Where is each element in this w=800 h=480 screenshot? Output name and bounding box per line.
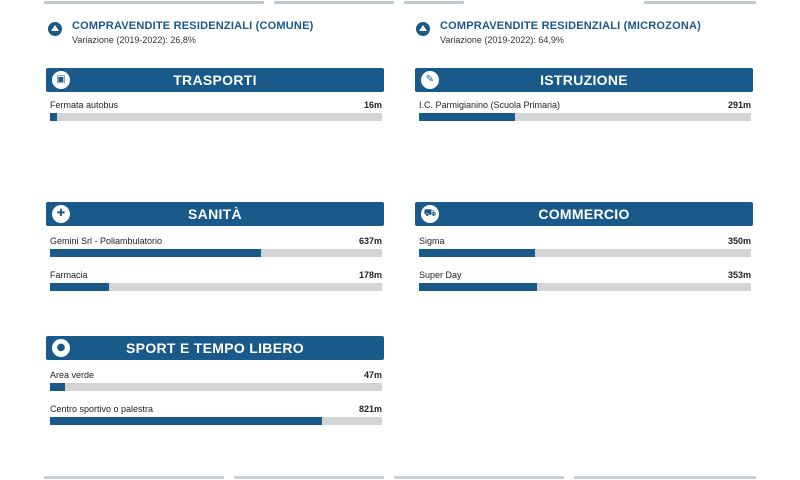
sales-microzona-variation: Variazione (2019-2022): 64,9% xyxy=(440,35,564,45)
card-header: ▣ TRASPORTI xyxy=(46,68,384,92)
school-icon: ✎ xyxy=(421,71,439,89)
list-item: Centro sportivo o palestra 821m xyxy=(50,404,382,434)
poi-name: I.C. Parmigianino (Scuola Primaria) xyxy=(419,100,561,110)
poi-distance: 16m xyxy=(363,100,382,110)
sport-icon: ● xyxy=(52,339,70,357)
distance-bar xyxy=(50,417,382,425)
distance-bar xyxy=(419,113,751,121)
list-item: Farmacia 178m xyxy=(50,270,382,300)
poi-distance: 291m xyxy=(727,100,751,110)
poi-distance: 637m xyxy=(358,236,382,246)
poi-distance: 47m xyxy=(363,370,382,380)
distance-bar-fill xyxy=(50,383,65,391)
card-title: ISTRUZIONE xyxy=(540,72,628,88)
card-trasporti: ▣ TRASPORTI Fermata autobus 16m xyxy=(46,68,384,128)
poi-name: Centro sportivo o palestra xyxy=(50,404,154,414)
distance-bar xyxy=(50,283,382,291)
distance-bar-fill xyxy=(50,249,261,257)
distance-bar xyxy=(419,283,751,291)
distance-bar xyxy=(50,249,382,257)
list-item: Sigma 350m xyxy=(419,236,751,266)
card-title: SPORT E TEMPO LIBERO xyxy=(126,340,304,356)
list-item: Fermata autobus 16m xyxy=(50,100,382,130)
card-header: ✎ ISTRUZIONE xyxy=(415,68,753,92)
card-sport: ● SPORT E TEMPO LIBERO Area verde 47m Ce… xyxy=(46,336,384,432)
poi-name: Fermata autobus xyxy=(50,100,119,110)
distance-bar-fill xyxy=(419,113,516,121)
poi-name: Super Day xyxy=(419,270,462,280)
card-commercio: ⛟ COMMERCIO Sigma 350m Super Day 353m xyxy=(415,202,753,298)
sales-comune-variation: Variazione (2019-2022): 26,8% xyxy=(72,35,196,45)
poi-name: Farmacia xyxy=(50,270,88,280)
distance-bar xyxy=(50,113,382,121)
card-sanita: ✚ SANITÀ Gemini Srl - Poliambulatorio 63… xyxy=(46,202,384,298)
list-item: Super Day 353m xyxy=(419,270,751,300)
poi-name: Area verde xyxy=(50,370,95,380)
poi-name: Gemini Srl - Poliambulatorio xyxy=(50,236,163,246)
distance-bar-fill xyxy=(50,113,57,121)
house-icon xyxy=(416,22,430,36)
cropped-text-bottom xyxy=(44,474,756,480)
list-item: Area verde 47m xyxy=(50,370,382,400)
distance-bar xyxy=(419,249,751,257)
card-title: COMMERCIO xyxy=(538,206,630,222)
distance-bar-fill xyxy=(419,249,536,257)
card-title: SANITÀ xyxy=(188,206,242,222)
card-header: ● SPORT E TEMPO LIBERO xyxy=(46,336,384,360)
list-item: Gemini Srl - Poliambulatorio 637m xyxy=(50,236,382,266)
distance-bar-fill xyxy=(50,417,323,425)
distance-bar-fill xyxy=(419,283,537,291)
bus-icon: ▣ xyxy=(52,71,70,89)
poi-distance: 353m xyxy=(727,270,751,280)
poi-distance: 350m xyxy=(727,236,751,246)
poi-distance: 821m xyxy=(358,404,382,414)
cart-icon: ⛟ xyxy=(421,205,439,223)
distance-bar-fill xyxy=(50,283,110,291)
card-title: TRASPORTI xyxy=(173,72,257,88)
house-icon xyxy=(48,22,62,36)
cropped-text-top xyxy=(44,0,756,6)
card-header: ✚ SANITÀ xyxy=(46,202,384,226)
card-header: ⛟ COMMERCIO xyxy=(415,202,753,226)
sales-microzona-title: COMPRAVENDITE RESIDENZIALI (MICROZONA) xyxy=(440,20,702,32)
medical-icon: ✚ xyxy=(52,205,70,223)
poi-name: Sigma xyxy=(419,236,445,246)
poi-distance: 178m xyxy=(358,270,382,280)
list-item: I.C. Parmigianino (Scuola Primaria) 291m xyxy=(419,100,751,130)
card-istruzione: ✎ ISTRUZIONE I.C. Parmigianino (Scuola P… xyxy=(415,68,753,128)
distance-bar xyxy=(50,383,382,391)
sales-comune-title: COMPRAVENDITE RESIDENZIALI (COMUNE) xyxy=(72,20,314,32)
